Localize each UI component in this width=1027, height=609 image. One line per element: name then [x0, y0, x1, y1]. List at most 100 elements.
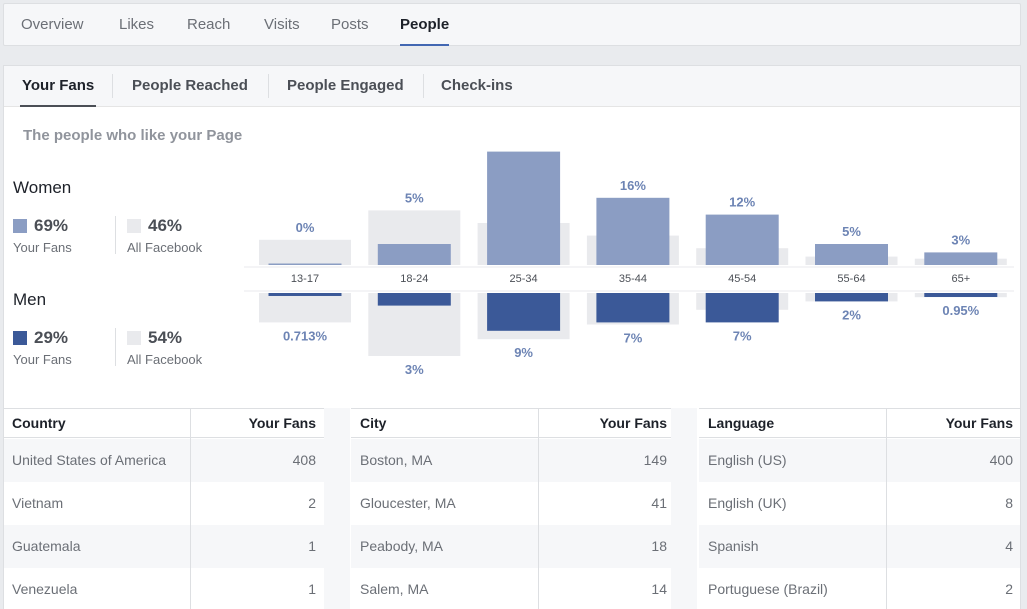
bar-men-fans[interactable]	[487, 293, 561, 331]
row-fans-count: 1	[308, 538, 316, 554]
tab-overview[interactable]: Overview	[21, 16, 84, 33]
tab-posts[interactable]: Posts	[331, 16, 369, 33]
your-fans-column-header[interactable]: Your Fans	[599, 415, 667, 431]
table-row: English (UK) 8	[699, 482, 1020, 525]
axis-band-overlay	[244, 267, 1014, 291]
women-facebook-percent: 46%	[148, 216, 183, 235]
city-column-header[interactable]: City	[360, 415, 387, 431]
table-row: Guatemala 1	[4, 525, 324, 568]
men-facebook-swatch	[127, 331, 141, 345]
column-divider	[538, 409, 539, 438]
bar-women-fans[interactable]	[596, 197, 670, 265]
row-fans-count: 18	[651, 538, 667, 554]
age-category-label: 65+	[951, 273, 970, 285]
row-fans-count: 41	[651, 495, 667, 511]
women-fans-percent: 69%	[34, 216, 69, 235]
table-row: Gloucester, MA 41	[351, 482, 671, 525]
men-facebook-label: All Facebook	[127, 352, 203, 367]
subtab-divider	[268, 74, 269, 98]
column-divider	[190, 409, 191, 438]
row-name: Salem, MA	[360, 581, 429, 597]
men-facebook-percent: 54%	[148, 328, 183, 347]
women-heading: Women	[13, 178, 72, 197]
bar-women-fans[interactable]	[268, 263, 342, 266]
page-insights-nav: Overview Likes Reach Visits Posts People	[3, 3, 1021, 46]
row-name: Spanish	[708, 538, 759, 554]
women-value-label: 3%	[951, 232, 970, 247]
men-value-label: 7%	[733, 328, 752, 343]
age-category-label: 55-64	[837, 273, 865, 285]
row-name: United States of America	[12, 452, 167, 468]
row-fans-count: 4	[1005, 538, 1013, 554]
men-heading: Men	[13, 290, 47, 309]
your-fans-column-header[interactable]: Your Fans	[945, 415, 1013, 431]
women-value-label: 12%	[729, 195, 755, 210]
bar-women-fans[interactable]	[705, 214, 779, 265]
tab-visits[interactable]: Visits	[264, 16, 300, 33]
your-fans-column-header[interactable]: Your Fans	[248, 415, 316, 431]
bar-men-fans[interactable]	[377, 293, 451, 306]
subtab-divider	[112, 74, 113, 98]
row-fans-count: 1	[308, 581, 316, 597]
age-category-label: 13-17	[291, 273, 319, 285]
language-column-header[interactable]: Language	[708, 415, 775, 431]
men-value-label: 3%	[405, 362, 424, 376]
table-header: Language Your Fans	[699, 408, 1020, 438]
table-row: Boston, MA 149	[351, 439, 671, 482]
row-fans-count: 149	[643, 452, 667, 468]
men-fans-swatch	[13, 331, 27, 345]
table-row: Peabody, MA 18	[351, 525, 671, 568]
column-divider	[538, 438, 539, 609]
table-header: Country Your Fans	[4, 408, 324, 438]
subtab-people-engaged[interactable]: People Engaged	[287, 77, 404, 94]
table-gap	[324, 408, 350, 609]
bar-men-fans[interactable]	[596, 293, 670, 323]
column-divider	[886, 409, 887, 438]
table-header: City Your Fans	[351, 408, 671, 438]
table-row: Vietnam 2	[4, 482, 324, 525]
age-category-label: 25-34	[510, 273, 538, 285]
row-name: Venezuela	[12, 581, 78, 597]
women-value-label: 16%	[620, 178, 646, 193]
table-row: Salem, MA 14	[351, 568, 671, 609]
women-fans-label: Your Fans	[13, 240, 72, 255]
subtab-check-ins[interactable]: Check-ins	[441, 77, 513, 94]
age-category-label: 18-24	[400, 273, 428, 285]
country-column-header[interactable]: Country	[12, 415, 66, 431]
bar-men-fans[interactable]	[268, 293, 342, 296]
bar-men-fans[interactable]	[924, 293, 998, 297]
women-value-label: 27%	[511, 146, 537, 147]
bar-men-fans[interactable]	[815, 293, 888, 302]
table-row: United States of America 408	[4, 439, 324, 482]
legend-divider	[115, 216, 116, 254]
row-fans-count: 400	[989, 452, 1013, 468]
men-value-label: 0.713%	[283, 328, 328, 343]
bar-women-fans[interactable]	[487, 151, 561, 265]
row-fans-count: 2	[1005, 581, 1013, 597]
people-subtabs: Your Fans People Reached People Engaged …	[4, 66, 1020, 107]
bar-facebook-men	[259, 293, 351, 323]
subtab-your-fans[interactable]: Your Fans	[19, 66, 97, 107]
row-fans-count: 8	[1005, 495, 1013, 511]
row-name: Gloucester, MA	[360, 495, 456, 511]
age-category-label: 45-54	[728, 273, 756, 285]
row-name: Vietnam	[12, 495, 64, 511]
women-facebook-swatch	[127, 219, 141, 233]
age-category-label: 35-44	[619, 273, 647, 285]
women-value-label: 5%	[405, 190, 424, 205]
tab-reach[interactable]: Reach	[187, 16, 231, 33]
bar-women-fans[interactable]	[924, 252, 998, 265]
bar-men-fans[interactable]	[705, 293, 779, 323]
tab-likes[interactable]: Likes	[119, 16, 155, 33]
men-fans-label: Your Fans	[13, 352, 72, 367]
subtab-divider	[423, 74, 424, 98]
tab-people[interactable]: People	[400, 4, 450, 46]
bar-women-fans[interactable]	[377, 244, 451, 265]
bar-women-fans[interactable]	[815, 244, 888, 265]
subtab-people-reached[interactable]: People Reached	[132, 77, 248, 94]
section-title: The people who like your Page	[23, 127, 243, 144]
age-gender-chart: 0% 0.713% 5% 3% 27% 9% 16% 7% 12% 7% 5% 2% 3% 0.95% 13…	[244, 146, 1014, 376]
women-fans-swatch	[13, 219, 27, 233]
bar-facebook-women	[259, 239, 351, 265]
table-row: Spanish 4	[699, 525, 1020, 568]
